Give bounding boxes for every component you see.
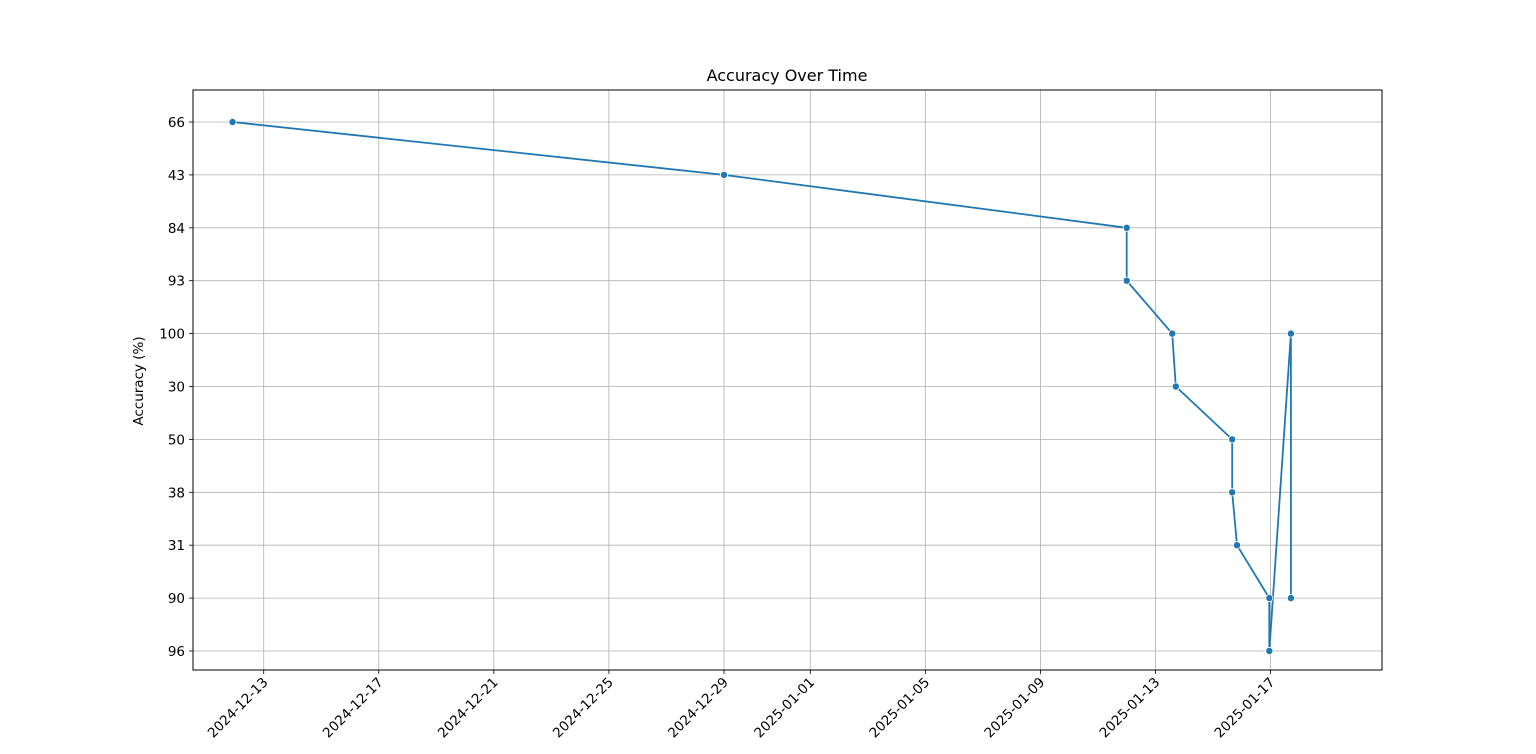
x-tick-label: 2025-01-01 (751, 675, 818, 742)
y-axis-ticks: 66 43 84 93 100 30 50 38 31 90 96 (159, 115, 193, 660)
x-tick-label: 2025-01-05 (866, 675, 933, 742)
y-tick-label: 30 (168, 380, 185, 396)
data-point (228, 118, 237, 127)
chart-title: Accuracy Over Time (707, 66, 868, 85)
x-tick-label: 2024-12-25 (550, 675, 617, 742)
grid-lines (193, 90, 1382, 670)
x-tick-label: 2024-12-21 (435, 675, 502, 742)
x-tick-label: 2024-12-13 (205, 675, 272, 742)
data-point (1228, 488, 1237, 497)
y-tick-label: 38 (168, 485, 185, 501)
data-point (719, 170, 728, 179)
data-point (1265, 594, 1274, 603)
y-tick-label: 100 (159, 327, 185, 343)
x-tick-label: 2025-01-09 (981, 675, 1048, 742)
x-axis-ticks: 2024-12-13 2024-12-17 2024-12-21 2024-12-25… (205, 670, 1279, 742)
y-tick-label: 31 (168, 538, 185, 554)
y-axis-label: Accuracy (%) (131, 336, 147, 425)
x-tick-label: 2024-12-29 (665, 675, 732, 742)
x-tick-label: 2024-12-17 (320, 675, 387, 742)
y-tick-label: 96 (168, 644, 185, 660)
data-point (1265, 647, 1274, 656)
x-tick-label: 2025-01-13 (1096, 675, 1163, 742)
data-point (1171, 382, 1180, 391)
data-point (1286, 594, 1295, 603)
data-point (1168, 329, 1177, 338)
y-tick-label: 43 (168, 168, 185, 184)
data-point (1286, 329, 1295, 338)
y-tick-label: 50 (168, 432, 185, 448)
y-tick-label: 84 (168, 221, 185, 237)
series-layer (228, 118, 1295, 656)
plot-frame (192, 89, 1383, 671)
data-point (1122, 223, 1131, 232)
y-tick-label: 93 (168, 274, 185, 290)
data-point (1122, 276, 1131, 285)
x-tick-label: 2025-01-17 (1212, 675, 1279, 742)
y-tick-label: 90 (168, 591, 185, 607)
y-tick-label: 66 (168, 115, 185, 131)
data-point (1232, 541, 1241, 550)
data-point (1228, 435, 1237, 444)
